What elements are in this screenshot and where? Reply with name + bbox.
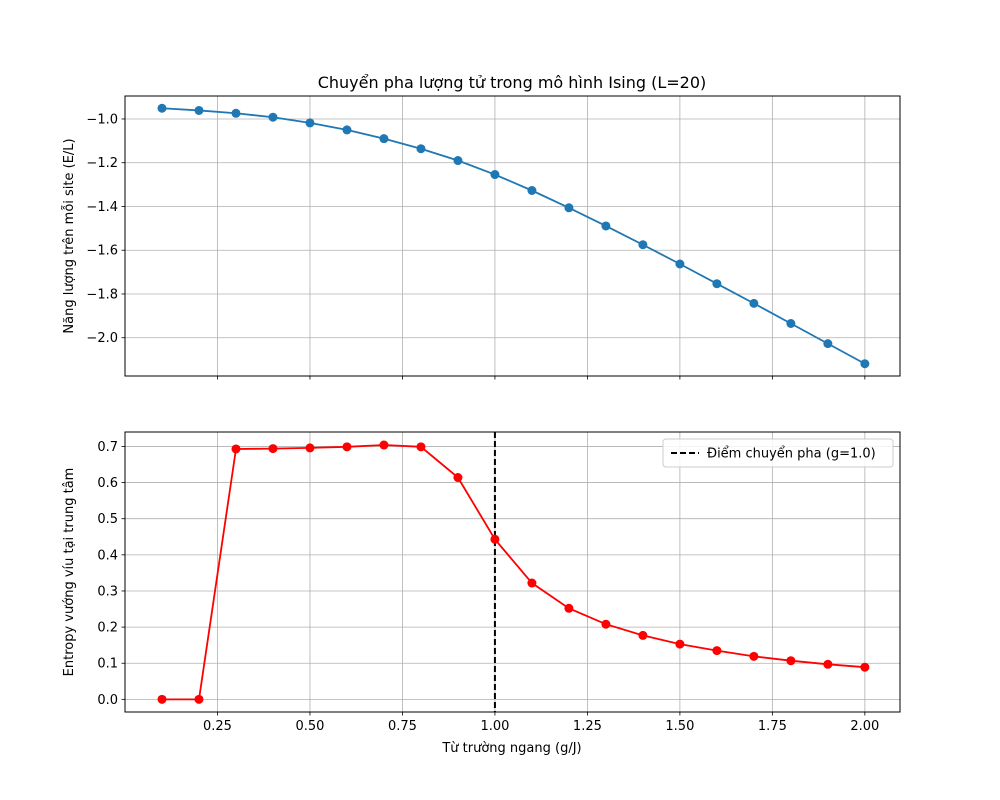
data-point — [157, 103, 167, 113]
y-tick-label: 0.3 — [97, 584, 118, 599]
series-line — [161, 107, 866, 365]
y-axis-label: Entropy vướng víu tại trung tâm — [62, 468, 77, 677]
y-tick-label: −1.8 — [86, 287, 118, 302]
legend-box — [662, 438, 894, 468]
data-point — [860, 662, 870, 672]
y-axis-label: Năng lượng trên mỗi site (E/L) — [62, 138, 77, 333]
axes-frame — [124, 431, 901, 713]
data-point — [305, 118, 315, 128]
data-point — [157, 694, 167, 704]
data-point — [675, 639, 685, 649]
x-tick-label: 2.00 — [850, 719, 879, 734]
x-tick-label: 0.50 — [295, 719, 324, 734]
data-point — [712, 646, 722, 656]
data-point — [601, 619, 611, 629]
data-point — [379, 440, 389, 450]
data-point — [527, 186, 537, 195]
data-point — [638, 240, 648, 250]
data-point — [305, 443, 315, 453]
chart-title: Chuyển pha lượng tử trong mô hình Ising … — [318, 73, 707, 92]
data-point — [749, 298, 759, 308]
energy-panel: −1.0 −1.2 −1.4 −1.6 −1.8 −2.0 Năng lượng trên … — [62, 95, 901, 380]
y-tick-label: −2.0 — [86, 331, 118, 346]
y-tick-label: 0.2 — [97, 621, 118, 636]
x-tick-label: 1.50 — [665, 719, 694, 734]
x-tick-label: 1.00 — [480, 719, 509, 734]
y-tick-label: 0.5 — [97, 512, 118, 527]
data-point — [564, 603, 574, 613]
y-tick-label: 0.1 — [97, 657, 118, 672]
data-point — [786, 319, 796, 328]
x-tick-label: 0.25 — [203, 719, 232, 734]
data-point — [416, 144, 426, 154]
data-point — [379, 134, 389, 144]
data-point — [453, 156, 463, 166]
y-tick-label: 0.0 — [97, 693, 118, 708]
y-tick-label: −1.4 — [86, 200, 118, 215]
data-point — [342, 125, 352, 135]
data-point — [712, 279, 722, 289]
data-point — [416, 442, 426, 452]
data-point — [823, 339, 833, 349]
x-axis-label: Từ trường ngang (g/J) — [441, 741, 581, 756]
y-tick-label: −1.6 — [86, 244, 118, 259]
data-point — [638, 630, 648, 640]
data-point — [490, 534, 500, 544]
data-point — [675, 259, 685, 269]
legend-label: Điểm chuyển pha (g=1.0) — [707, 447, 876, 462]
data-point — [453, 473, 463, 483]
y-tick-label: 0.7 — [97, 440, 118, 455]
data-point — [749, 651, 759, 661]
y-tick-label: −1.2 — [86, 156, 118, 171]
data-point — [231, 108, 241, 118]
y-tick-label: 0.6 — [97, 476, 118, 491]
x-tick-label: 0.75 — [388, 719, 417, 734]
data-point — [490, 170, 500, 180]
series-line — [161, 444, 865, 701]
data-point — [601, 221, 611, 231]
data-point — [268, 444, 278, 454]
data-point — [342, 442, 352, 452]
data-point — [194, 105, 204, 115]
x-tick-label: 1.75 — [758, 719, 787, 734]
axes-frame — [124, 95, 901, 377]
data-point — [860, 359, 870, 369]
y-tick-label: −1.0 — [86, 112, 118, 127]
data-point — [564, 203, 574, 213]
data-point — [527, 578, 537, 588]
data-point — [268, 112, 278, 122]
data-point — [194, 694, 204, 704]
data-point — [823, 659, 833, 669]
y-tick-label: 0.4 — [97, 548, 118, 563]
data-point — [231, 444, 241, 454]
data-point — [786, 656, 796, 666]
x-tick-label: 1.25 — [573, 719, 602, 734]
entropy-panel: 0.0 0.1 0.2 0.3 0.4 0.5 0.6 0.7 0.25 0.50 0.75 1.00… — [62, 431, 901, 734]
